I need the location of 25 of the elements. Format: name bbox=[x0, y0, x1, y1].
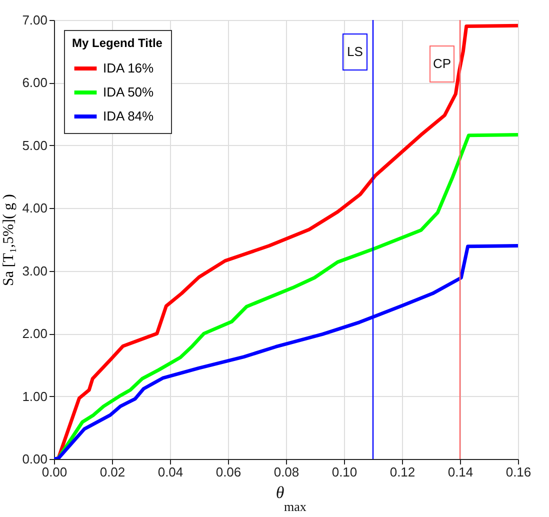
x-tick-label: 0.10 bbox=[332, 464, 358, 480]
x-tick-label: 0.08 bbox=[274, 464, 300, 480]
y-tick-label: 2.00 bbox=[22, 326, 48, 342]
legend-title: My Legend Title bbox=[72, 36, 163, 50]
ref-line-label: CP bbox=[432, 56, 452, 71]
x-tick-label: 0.02 bbox=[100, 464, 126, 480]
y-tick-label: 0.00 bbox=[22, 452, 48, 466]
y-axis-title: Sa [T₁,5%]( g ) bbox=[1, 194, 18, 286]
x-tick-label: 0.12 bbox=[390, 464, 416, 480]
x-tick-label: 0.06 bbox=[216, 464, 242, 480]
legend-label: IDA 50% bbox=[103, 84, 154, 100]
legend-label: IDA 16% bbox=[103, 60, 154, 76]
x-tick-label: 0.14 bbox=[448, 464, 474, 480]
y-tick-label: 7.00 bbox=[22, 12, 48, 28]
ref-line-label: LS bbox=[347, 44, 364, 59]
x-tick-label: 0.16 bbox=[506, 464, 532, 480]
legend-label: IDA 84% bbox=[103, 108, 154, 124]
x-axis-title: θmax bbox=[276, 483, 307, 514]
y-tick-label: 4.00 bbox=[22, 200, 48, 216]
y-tick-label: 5.00 bbox=[22, 138, 48, 153]
x-tick-label: 0.00 bbox=[42, 464, 68, 480]
y-tick-label: 1.00 bbox=[22, 388, 48, 404]
y-tick-label: 3.00 bbox=[22, 263, 48, 278]
y-tick-label: 6.00 bbox=[22, 75, 48, 90]
x-tick-label: 0.04 bbox=[158, 464, 184, 480]
